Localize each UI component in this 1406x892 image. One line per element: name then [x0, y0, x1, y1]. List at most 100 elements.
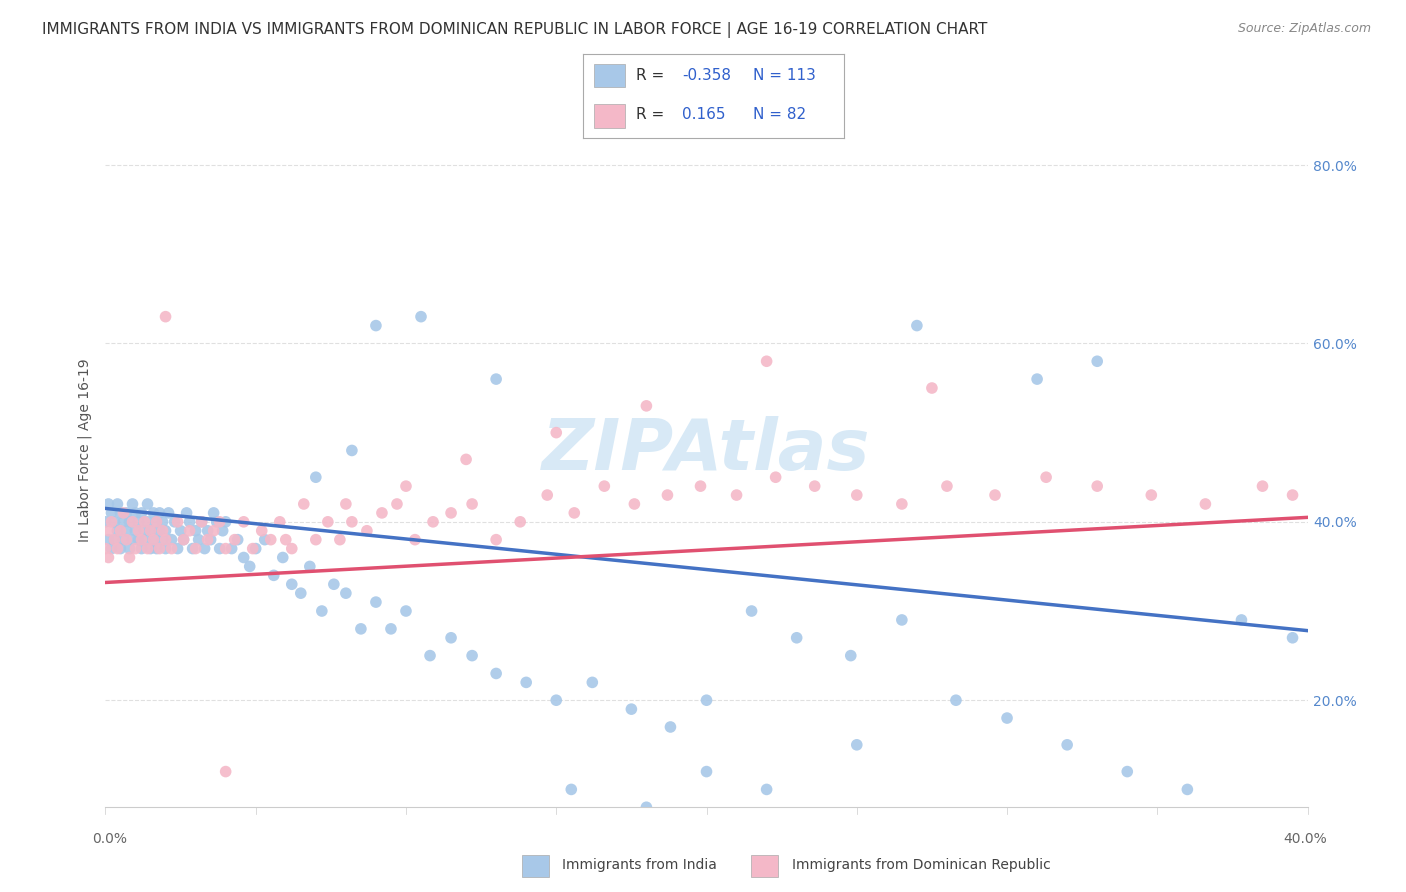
Point — [281, 577, 304, 591]
Point — [845, 738, 868, 752]
Point — [560, 782, 582, 797]
Point — [593, 479, 616, 493]
Point — [226, 533, 249, 547]
Point — [205, 515, 228, 529]
Point — [921, 381, 943, 395]
Point — [110, 506, 132, 520]
Point — [148, 541, 170, 556]
Point — [155, 524, 177, 538]
Point — [134, 533, 156, 547]
Point — [155, 310, 177, 324]
Point — [103, 533, 125, 547]
Point — [121, 515, 143, 529]
Point — [890, 497, 912, 511]
Point — [636, 800, 658, 814]
Point — [242, 541, 264, 556]
Point — [536, 488, 558, 502]
Point — [214, 515, 236, 529]
Point — [134, 515, 156, 529]
Point — [166, 541, 188, 556]
Point — [1116, 764, 1139, 779]
Point — [755, 782, 778, 797]
Point — [263, 568, 285, 582]
Point — [839, 648, 862, 663]
Point — [364, 595, 387, 609]
Point — [115, 533, 138, 547]
Point — [100, 541, 122, 556]
Point — [208, 541, 231, 556]
Point — [197, 524, 219, 538]
Text: 0.165: 0.165 — [682, 107, 725, 122]
Point — [509, 515, 531, 529]
Point — [395, 479, 418, 493]
Point — [139, 524, 162, 538]
Point — [128, 524, 150, 538]
Point — [765, 470, 787, 484]
Point — [94, 541, 117, 556]
Point — [562, 506, 585, 520]
Point — [115, 506, 138, 520]
Point — [179, 524, 201, 538]
Text: N = 113: N = 113 — [752, 68, 815, 83]
Point — [124, 524, 146, 538]
Point — [620, 702, 643, 716]
Point — [461, 497, 484, 511]
Point — [623, 497, 645, 511]
Point — [110, 541, 132, 556]
Point — [485, 533, 508, 547]
Point — [890, 613, 912, 627]
Point — [197, 533, 219, 547]
Point — [271, 550, 294, 565]
Point — [581, 675, 603, 690]
Point — [145, 541, 167, 556]
Point — [905, 318, 928, 333]
Point — [173, 533, 195, 547]
Point — [1035, 470, 1057, 484]
Point — [945, 693, 967, 707]
Point — [124, 506, 146, 520]
Point — [202, 506, 225, 520]
Point — [134, 524, 156, 538]
Point — [148, 524, 170, 538]
Point — [131, 533, 153, 547]
Point — [155, 533, 177, 547]
Point — [136, 497, 159, 511]
Point — [290, 586, 312, 600]
Point — [145, 515, 167, 529]
Point — [187, 533, 209, 547]
Point — [139, 541, 162, 556]
Bar — [751, 855, 779, 877]
Bar — [522, 855, 548, 877]
Point — [422, 515, 444, 529]
Point — [176, 506, 198, 520]
Point — [485, 666, 508, 681]
Point — [311, 604, 333, 618]
Point — [121, 497, 143, 511]
Point — [335, 586, 357, 600]
Point — [118, 550, 141, 565]
Point — [440, 631, 463, 645]
Point — [232, 515, 254, 529]
Point — [131, 541, 153, 556]
Point — [1026, 372, 1049, 386]
Point — [936, 479, 959, 493]
Point — [136, 515, 159, 529]
Point — [292, 497, 315, 511]
Point — [94, 515, 117, 529]
Point — [440, 506, 463, 520]
Point — [298, 559, 321, 574]
Point — [142, 506, 165, 520]
Point — [725, 488, 748, 502]
Point — [461, 648, 484, 663]
Point — [260, 533, 283, 547]
Point — [250, 524, 273, 538]
Point — [157, 506, 180, 520]
Text: ZIPAtlas: ZIPAtlas — [543, 416, 870, 485]
Point — [636, 399, 658, 413]
Point — [395, 604, 418, 618]
Point — [305, 470, 328, 484]
Point — [200, 533, 222, 547]
Point — [214, 541, 236, 556]
Point — [232, 550, 254, 565]
Point — [136, 541, 159, 556]
